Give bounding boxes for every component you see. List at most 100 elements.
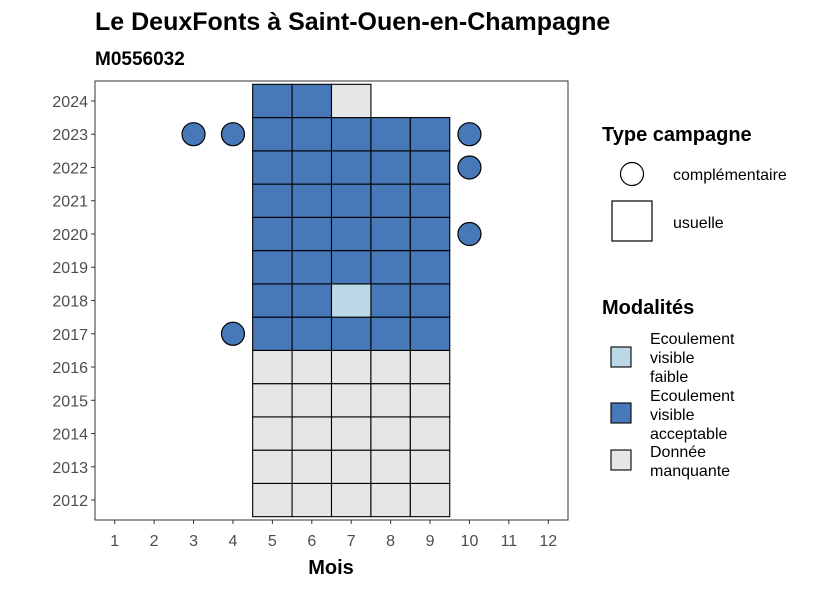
tile-2012-m9 <box>409 482 451 518</box>
tile-2015-m6 <box>291 383 333 418</box>
tile-2014-m6 <box>291 416 333 451</box>
point-2023-m4 <box>220 122 246 147</box>
tile-2014-m5 <box>252 416 293 451</box>
tile-2015-m9 <box>409 383 451 418</box>
tile-2012-m7 <box>330 482 372 518</box>
tile-2022-m7 <box>330 150 372 185</box>
tile-2019-m8 <box>370 250 411 285</box>
tile-2022-m5 <box>252 150 293 185</box>
tile-2024-m5 <box>252 83 293 119</box>
tile-2020-m7 <box>330 216 372 252</box>
tile-2013-m7 <box>330 449 372 484</box>
tile-2017-m5 <box>252 316 293 351</box>
tile-2016-m6 <box>291 349 333 385</box>
tile-2021-m6 <box>291 183 333 218</box>
tile-2015-m8 <box>370 383 411 418</box>
tile-2013-m5 <box>252 449 293 484</box>
y-tick-label-2019: 2019 <box>52 260 88 277</box>
tile-2021-m9 <box>409 183 451 218</box>
y-tick-label-2013: 2013 <box>52 460 88 477</box>
y-tick-label-2021: 2021 <box>52 194 88 211</box>
tile-2014-m8 <box>370 416 411 451</box>
tile-2019-m9 <box>409 250 451 285</box>
chart-subtitle: M0556032 <box>95 49 185 70</box>
point-2020-m10 <box>457 221 482 247</box>
tile-2019-m7 <box>330 250 372 285</box>
tile-2015-m5 <box>252 383 293 418</box>
points-layer <box>181 122 482 346</box>
y-tick-label-2015: 2015 <box>52 393 88 410</box>
point-2017-m4 <box>220 321 246 346</box>
legend-color-title: Modalités <box>602 297 694 319</box>
y-tick-label-2017: 2017 <box>52 327 88 344</box>
x-axis: 1 2 3 4 5 6 7 8 9 10 11 12 <box>110 520 557 550</box>
point-2023-m10 <box>457 122 482 147</box>
x-tick-label-3: 3 <box>189 533 198 550</box>
y-axis: 2012 2013 2014 2015 2016 2017 2018 2019 2020 2021… <box>52 94 95 510</box>
tile-2014-m9 <box>409 416 451 451</box>
legend-label-ecoulement-visible-faible-line-1: Ecoulement <box>650 331 735 348</box>
x-tick-label-9: 9 <box>426 533 435 550</box>
legend-label-donn-e-manquante-line-2: manquante <box>650 463 730 480</box>
x-tick-label-10: 10 <box>461 533 479 550</box>
x-tick-label-6: 6 <box>307 533 316 550</box>
legend-label-ecoulement-visible-acceptable-line-3: acceptable <box>650 426 727 443</box>
x-tick-label-12: 12 <box>539 533 557 550</box>
tile-2024-m6 <box>291 83 333 119</box>
tile-2021-m5 <box>252 183 293 218</box>
tile-2013-m8 <box>370 449 411 484</box>
tile-2020-m9 <box>409 216 451 252</box>
tile-2018-m8 <box>370 283 411 318</box>
legend-key-ecoulement-visible-faible <box>610 346 632 368</box>
chart-title: Le DeuxFonts à Saint-Ouen-en-Champagne <box>95 8 610 36</box>
tile-2023-m9 <box>409 117 451 152</box>
tile-2017-m9 <box>409 316 451 351</box>
tile-2018-m9 <box>409 283 451 318</box>
tile-2014-m7 <box>330 416 372 451</box>
tile-2017-m6 <box>291 316 333 351</box>
y-tick-label-2018: 2018 <box>52 294 88 311</box>
tile-2013-m6 <box>291 449 333 484</box>
tile-2018-m7 <box>330 283 372 318</box>
tile-2018-m6 <box>291 283 333 318</box>
tile-2022-m9 <box>409 150 451 185</box>
legend-label-ecoulement-visible-faible-line-3: faible <box>650 369 688 386</box>
x-tick-label-2: 2 <box>150 533 159 550</box>
legend-key-usuelle <box>611 200 653 242</box>
point-2023-m3 <box>181 122 206 147</box>
tile-2019-m5 <box>252 250 293 285</box>
tile-2016-m7 <box>330 349 372 385</box>
y-tick-label-2016: 2016 <box>52 360 88 377</box>
tile-2022-m8 <box>370 150 411 185</box>
tile-2016-m5 <box>252 349 293 385</box>
legend-label-ecoulement-visible-acceptable-line-1: Ecoulement <box>650 388 735 405</box>
legend-modalites: Modalités Ecoulement visible faible Ecouleme… <box>602 297 735 480</box>
tile-2024-m7 <box>330 83 372 119</box>
tile-2023-m6 <box>291 117 333 152</box>
tile-2012-m8 <box>370 482 411 518</box>
tile-2018-m5 <box>252 283 293 318</box>
tile-2020-m8 <box>370 216 411 252</box>
tile-2023-m8 <box>370 117 411 152</box>
y-tick-label-2012: 2012 <box>52 493 88 510</box>
tile-2013-m9 <box>409 449 451 484</box>
x-tick-label-4: 4 <box>229 533 238 550</box>
x-tick-label-7: 7 <box>347 533 356 550</box>
tile-2019-m6 <box>291 250 333 285</box>
y-tick-label-2022: 2022 <box>52 160 88 177</box>
y-tick-label-2024: 2024 <box>52 94 88 111</box>
legend-label-usuelle: usuelle <box>673 215 724 232</box>
x-axis-title: Mois <box>308 557 354 579</box>
x-tick-label-1: 1 <box>110 533 119 550</box>
tile-2021-m7 <box>330 183 372 218</box>
legend-label-ecoulement-visible-acceptable-line-2: visible <box>650 407 695 424</box>
legend-label-complementaire: complémentaire <box>673 167 787 184</box>
legend-shape-title: Type campagne <box>602 124 752 146</box>
y-tick-label-2014: 2014 <box>52 427 88 444</box>
tiles-layer <box>252 83 451 518</box>
tile-2022-m6 <box>291 150 333 185</box>
tile-2023-m5 <box>252 117 293 152</box>
legend-key-donn-e-manquante <box>610 449 632 471</box>
point-2022-m10 <box>457 155 482 180</box>
y-tick-label-2023: 2023 <box>52 127 88 144</box>
